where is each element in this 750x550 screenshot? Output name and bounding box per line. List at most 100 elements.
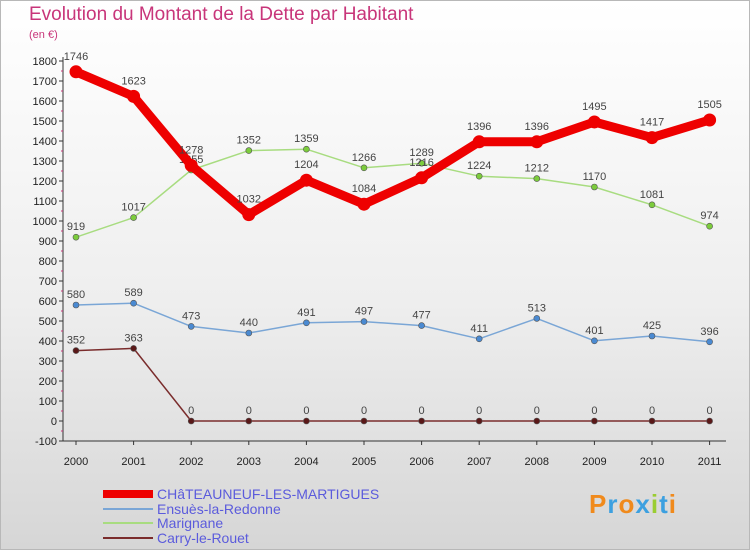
legend-item: Marignane — [103, 516, 379, 531]
data-point — [69, 65, 83, 79]
logo-letter: i — [668, 489, 677, 519]
data-label: 0 — [246, 405, 252, 417]
data-label: 1224 — [467, 160, 491, 172]
data-point — [127, 89, 141, 103]
y-tick-label: 600 — [39, 296, 57, 308]
y-tick-label: 900 — [39, 236, 57, 248]
data-point — [706, 222, 713, 230]
logo-letter: t — [659, 489, 669, 519]
legend-label: CHâTEAUNEUF-LES-MARTIGUES — [157, 486, 380, 503]
logo-letter: o — [618, 489, 636, 519]
data-point — [587, 115, 601, 129]
data-point — [360, 318, 368, 325]
data-label: 1216 — [409, 157, 433, 169]
legend-item: Ensuès-la-Redonne — [103, 502, 379, 517]
data-label: 513 — [528, 302, 546, 314]
data-label: 440 — [240, 317, 258, 329]
series-line-0 — [74, 67, 711, 220]
data-point — [245, 147, 253, 154]
logo-letter: i — [650, 489, 660, 519]
data-point — [415, 171, 429, 185]
data-label: 1204 — [294, 159, 318, 171]
data-label: 1495 — [582, 101, 606, 113]
data-label: 401 — [585, 325, 603, 337]
y-tick-label: 1000 — [33, 216, 57, 228]
y-tick-label: 0 — [51, 416, 57, 428]
data-label: 0 — [591, 405, 597, 417]
data-label: 1746 — [64, 51, 88, 63]
y-tick-label: 1600 — [33, 96, 57, 108]
data-point — [533, 417, 541, 425]
data-point — [130, 299, 137, 307]
data-point — [418, 417, 425, 425]
data-point — [533, 175, 541, 182]
logo-letter: x — [635, 489, 651, 519]
x-tick-label: 2011 — [698, 456, 722, 468]
series-line-1 — [75, 302, 710, 343]
data-label: 1396 — [525, 121, 549, 133]
data-point — [648, 332, 656, 340]
y-tick-label: 1200 — [33, 176, 57, 188]
data-label: 1081 — [640, 189, 664, 201]
data-label: 580 — [67, 289, 85, 301]
data-point — [130, 214, 137, 221]
data-label: 0 — [534, 405, 540, 417]
y-tick-label: 400 — [39, 336, 57, 348]
data-label: 473 — [182, 310, 200, 322]
data-point — [475, 172, 483, 180]
data-point — [303, 145, 310, 153]
legend: CHâTEAUNEUF-LES-MARTIGUES Ensuès-la-Redon… — [103, 487, 379, 545]
data-label: 477 — [412, 310, 430, 322]
y-tick-label: 1700 — [33, 76, 57, 88]
data-point — [72, 301, 80, 309]
data-point — [591, 183, 598, 191]
data-label: 0 — [419, 405, 425, 417]
y-tick-label: 700 — [39, 276, 57, 288]
legend-item: Carry-le-Rouet — [103, 531, 379, 546]
data-label: 1359 — [294, 133, 318, 145]
data-point — [245, 329, 253, 337]
x-tick-label: 2002 — [179, 456, 203, 468]
series-line-2 — [75, 148, 710, 238]
x-tick-label: 2001 — [121, 456, 145, 468]
logo-letter: r — [607, 489, 619, 519]
x-tick-label: 2007 — [467, 456, 491, 468]
data-label: 1017 — [121, 202, 145, 214]
data-label: 497 — [355, 306, 373, 318]
x-tick-label: 2006 — [409, 456, 433, 468]
data-point — [299, 173, 313, 187]
y-tick-label: 800 — [39, 256, 57, 268]
y-tick-label: 1800 — [33, 56, 57, 68]
y-tick-label: 200 — [39, 376, 57, 388]
data-point — [530, 135, 544, 149]
data-label: 0 — [649, 405, 655, 417]
data-point — [418, 159, 425, 167]
y-tick-label: 1100 — [33, 196, 57, 208]
data-label: 0 — [188, 405, 194, 417]
data-point — [360, 417, 368, 425]
data-label: 1170 — [583, 171, 607, 183]
series-line-3 — [75, 347, 710, 422]
data-label: 0 — [707, 405, 713, 417]
data-point — [72, 347, 80, 354]
legend-label: Ensuès-la-Redonne — [157, 500, 281, 517]
data-point — [591, 417, 598, 425]
data-label: 0 — [303, 405, 309, 417]
data-label: 1289 — [409, 147, 433, 159]
legend-item: CHâTEAUNEUF-LES-MARTIGUES — [103, 487, 379, 502]
y-tick-label: 1500 — [33, 116, 57, 128]
data-point — [360, 164, 368, 172]
data-label: 1417 — [640, 117, 664, 129]
data-point — [72, 233, 80, 241]
data-label: 491 — [297, 307, 315, 319]
x-tick-label: 2004 — [294, 456, 318, 468]
data-point — [130, 345, 137, 352]
data-label: 425 — [643, 320, 661, 332]
data-point — [648, 417, 656, 425]
data-label: 1032 — [237, 194, 261, 206]
data-label: 411 — [470, 323, 488, 335]
legend-label: Marignane — [157, 515, 224, 532]
legend-label: Carry-le-Rouet — [157, 529, 249, 546]
